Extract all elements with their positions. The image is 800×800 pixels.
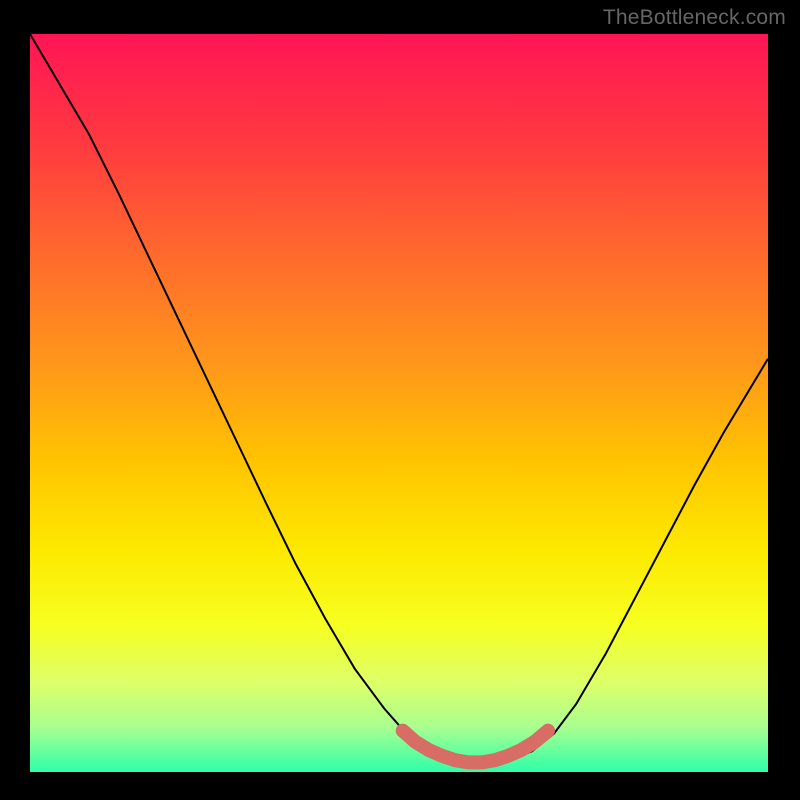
chart-svg <box>30 34 768 772</box>
watermark-text: TheBottleneck.com <box>603 6 786 30</box>
chart-background <box>30 34 768 772</box>
chart-plot-area <box>30 34 768 772</box>
